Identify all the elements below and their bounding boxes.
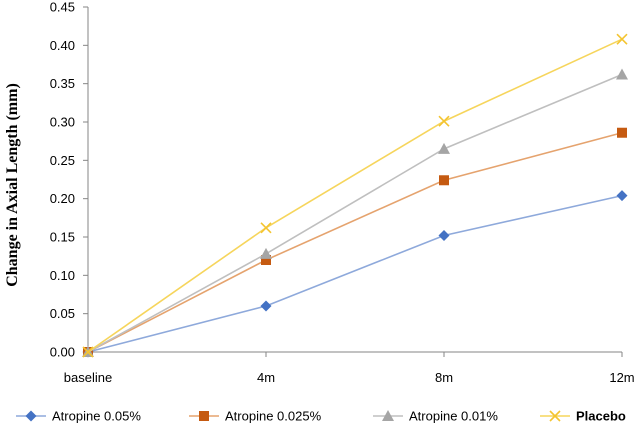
y-tick-label: 0.25 <box>50 153 75 168</box>
y-tick-label: 0.00 <box>50 345 75 360</box>
y-tick-label: 0.20 <box>50 191 75 206</box>
legend-marker <box>25 410 37 422</box>
series-1 <box>82 190 628 358</box>
axes <box>87 7 622 353</box>
series-4 <box>82 33 628 358</box>
data-point <box>439 175 449 186</box>
x-tick-label: baseline <box>64 370 112 385</box>
legend-label: Placebo <box>576 409 626 424</box>
data-point <box>260 247 272 259</box>
legend-marker <box>199 411 209 421</box>
data-point <box>82 346 94 358</box>
x-tick-label: 8m <box>435 370 453 385</box>
legend-marker <box>549 410 561 422</box>
y-tick-label: 0.15 <box>50 230 75 245</box>
y-tick-label: 0.45 <box>50 0 75 15</box>
data-point <box>616 68 628 80</box>
legend: Atropine 0.05% Atropine 0.025% Atropine 0.… <box>16 409 626 424</box>
y-tick-label: 0.05 <box>50 306 75 321</box>
legend-label: Atropine 0.05% <box>52 409 141 424</box>
data-point <box>438 229 450 241</box>
y-tick-label: 0.35 <box>50 76 75 91</box>
x-tick-label: 4m <box>257 370 275 385</box>
legend-item: Atropine 0.01% <box>373 409 498 424</box>
data-point <box>438 142 450 154</box>
x-tick-label: 12m <box>609 370 634 385</box>
y-tick-label: 0.40 <box>50 38 75 53</box>
legend-item: Atropine 0.025% <box>189 409 322 424</box>
data-point <box>616 190 628 202</box>
series-line <box>87 38 623 353</box>
y-tick-labels: 0.00 0.05 0.10 0.15 0.20 0.25 0.30 0.35 0.40 0.45 <box>50 0 88 360</box>
x-tick-labels: baseline 4m 8m 12m <box>64 352 635 385</box>
series-2 <box>83 127 627 357</box>
data-point <box>438 115 450 127</box>
data-point <box>260 222 272 234</box>
data-point <box>617 127 627 138</box>
series-line <box>87 194 623 353</box>
data-point <box>260 300 272 312</box>
y-axis-label: Change in Axial Length (mm) <box>4 83 21 287</box>
y-tick-label: 0.10 <box>50 268 75 283</box>
legend-marker <box>382 410 394 421</box>
legend-item: Atropine 0.05% <box>16 409 141 424</box>
legend-item: Placebo <box>540 409 626 424</box>
series-group <box>82 33 628 358</box>
data-point <box>261 255 271 265</box>
y-tick-label: 0.30 <box>50 115 75 130</box>
data-point <box>616 33 628 45</box>
series-line <box>87 131 623 353</box>
series-line <box>87 73 623 353</box>
legend-label: Atropine 0.01% <box>409 409 498 424</box>
legend-label: Atropine 0.025% <box>225 409 322 424</box>
